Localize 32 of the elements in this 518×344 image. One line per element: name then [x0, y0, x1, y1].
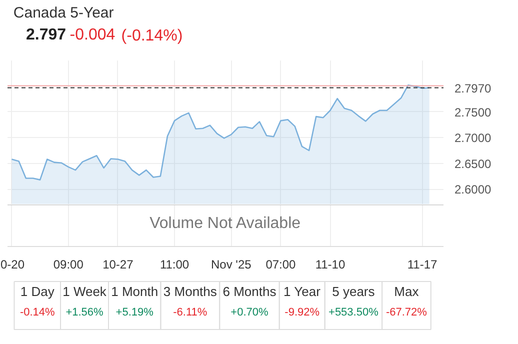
chart-title: Canada 5-Year [13, 4, 114, 22]
chart-subtitle: 2.797 -0.004 (-0.14%) [26, 26, 183, 44]
y-tick-label: 2.7500 [454, 105, 492, 120]
category-label: 3 Months [163, 284, 218, 299]
x-tick-label: 0-20 [0, 258, 25, 272]
x-tick-label: 11-10 [315, 258, 346, 272]
category-label: 5 years [332, 284, 376, 299]
x-tick-label: 11:00 [160, 258, 190, 272]
category-label: 1 Month [111, 284, 158, 299]
ref-line-label: 2.7970 [454, 81, 492, 96]
category-label: 1 Year [284, 284, 322, 299]
y-tick-label: 2.6000 [454, 182, 492, 197]
x-tick-label: 11-17 [407, 258, 438, 272]
x-tick-label: 07:00 [266, 258, 296, 272]
category-label: 1 Day [20, 284, 55, 299]
category-label: 6 Months [222, 284, 277, 299]
text: +0.70% [230, 306, 268, 318]
text: -6.11% [173, 306, 208, 318]
text: -9.92% [284, 306, 320, 318]
x-tick-label: 09:00 [53, 258, 84, 272]
x-tick-label: 10-27 [102, 258, 134, 272]
text: -67.72% [386, 306, 427, 318]
text: +553.50% [328, 306, 378, 318]
text: -0.14% [20, 306, 55, 318]
text: +5.19% [116, 306, 154, 318]
category-label: Max [394, 284, 420, 299]
text: Volume Not Available [150, 214, 301, 232]
y-tick-label: 2.7000 [454, 131, 492, 146]
text: +1.56% [66, 306, 104, 318]
x-tick-label: Nov '25 [211, 258, 252, 272]
y-tick-label: 2.6500 [454, 156, 492, 171]
category-label: 1 Week [62, 284, 107, 299]
